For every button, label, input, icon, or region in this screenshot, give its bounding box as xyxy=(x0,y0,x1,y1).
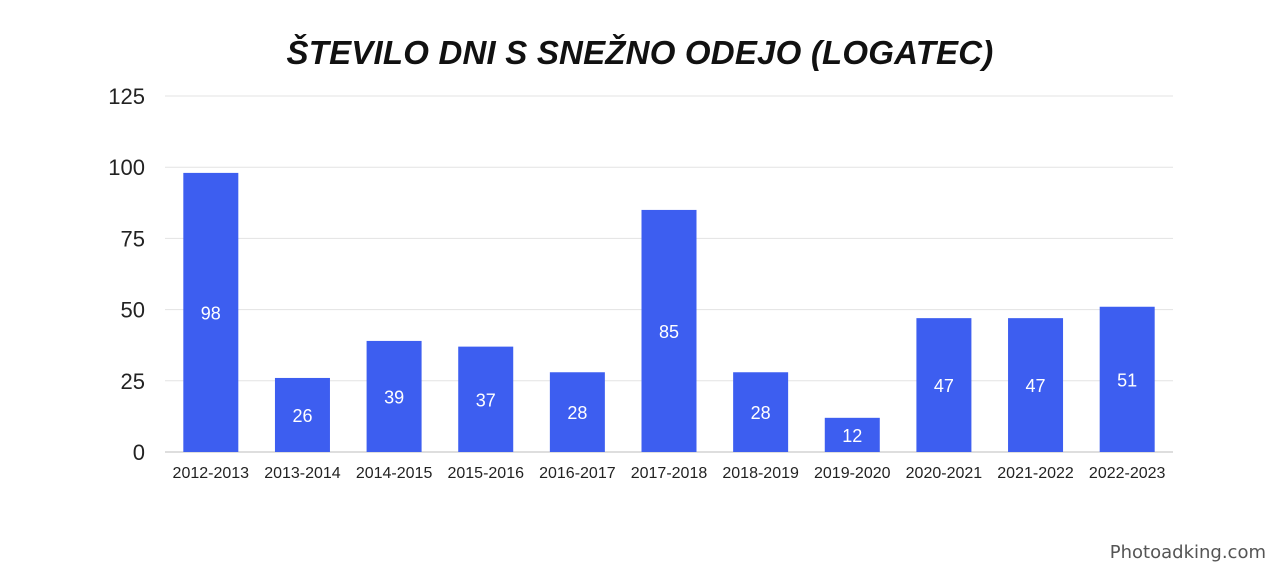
x-tick-label: 2017-2018 xyxy=(631,465,708,482)
y-tick-label: 0 xyxy=(133,440,145,465)
x-tick-label: 2013-2014 xyxy=(264,465,341,482)
data-label: 39 xyxy=(384,387,404,407)
y-tick-label: 100 xyxy=(108,155,145,180)
bar-2015-2016 xyxy=(458,346,514,452)
data-labels: 98 26 39 37 28 85 28 12 47 47 51 xyxy=(201,303,1137,445)
x-tick-label: 2018-2019 xyxy=(722,465,799,482)
bar-2021-2022 xyxy=(1008,318,1064,452)
x-tick-label: 2019-2020 xyxy=(814,465,891,482)
data-label: 28 xyxy=(567,403,587,423)
bar-2012-2013 xyxy=(183,172,239,452)
data-label: 47 xyxy=(934,376,954,396)
y-axis-tick-labels: 0 25 50 75 100 125 xyxy=(108,84,145,465)
data-label: 28 xyxy=(751,403,771,423)
x-tick-label: 2012-2013 xyxy=(173,465,250,482)
y-tick-label: 75 xyxy=(121,226,145,251)
y-tick-label: 25 xyxy=(121,369,145,394)
y-tick-label: 125 xyxy=(108,84,145,109)
x-tick-label: 2020-2021 xyxy=(906,465,983,482)
data-label: 47 xyxy=(1026,376,1046,396)
watermark: Photoadking.com xyxy=(1109,542,1266,563)
bar-2014-2015 xyxy=(366,340,422,452)
data-label: 98 xyxy=(201,303,221,323)
data-label: 12 xyxy=(842,426,862,446)
bar-2019-2020 xyxy=(824,417,880,452)
bar-2016-2017 xyxy=(549,372,605,452)
bars xyxy=(183,172,1155,452)
bar-2020-2021 xyxy=(916,318,972,452)
bar-2017-2018 xyxy=(641,209,697,452)
x-tick-label: 2016-2017 xyxy=(539,465,616,482)
x-tick-label: 2022-2023 xyxy=(1089,465,1166,482)
data-label: 85 xyxy=(659,322,679,342)
x-axis-tick-labels: 2012-2013 2013-2014 2014-2015 2015-2016 2016… xyxy=(173,465,1166,482)
x-tick-label: 2015-2016 xyxy=(447,465,524,482)
data-label: 26 xyxy=(292,406,312,426)
x-tick-label: 2021-2022 xyxy=(997,465,1074,482)
x-tick-label: 2014-2015 xyxy=(356,465,433,482)
y-tick-label: 50 xyxy=(121,298,145,323)
data-label: 37 xyxy=(476,390,496,410)
chart-title: ŠTEVILO DNI S SNEŽNO ODEJO (LOGATEC) xyxy=(286,34,994,71)
bar-2018-2019 xyxy=(733,372,789,452)
bar-2022-2023 xyxy=(1099,306,1155,452)
bar-2013-2014 xyxy=(274,377,330,452)
data-label: 51 xyxy=(1117,370,1137,390)
